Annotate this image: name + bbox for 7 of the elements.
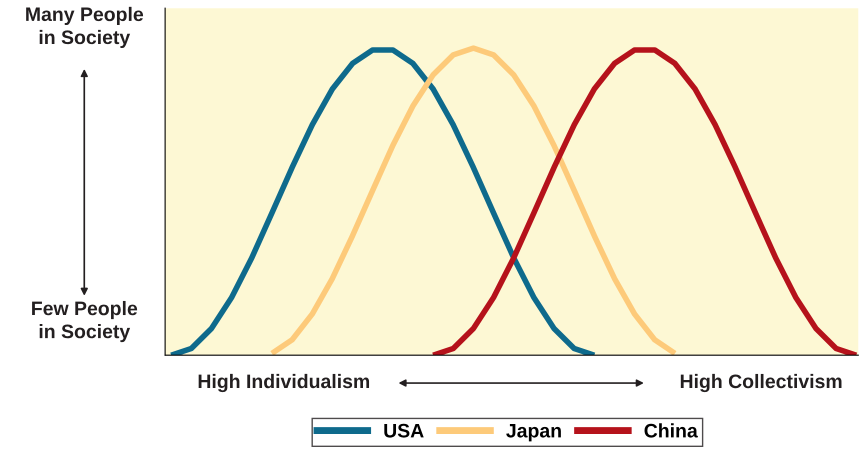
text: High Collectivism (680, 374, 842, 392)
text: Many People in Society (26, 6, 144, 48)
legend-label: China (644, 423, 698, 438)
legend-label: USA (384, 424, 424, 438)
text: High Individualism (198, 374, 370, 392)
text: Few People in Society (32, 300, 138, 342)
legend-label: Japan (506, 424, 561, 442)
